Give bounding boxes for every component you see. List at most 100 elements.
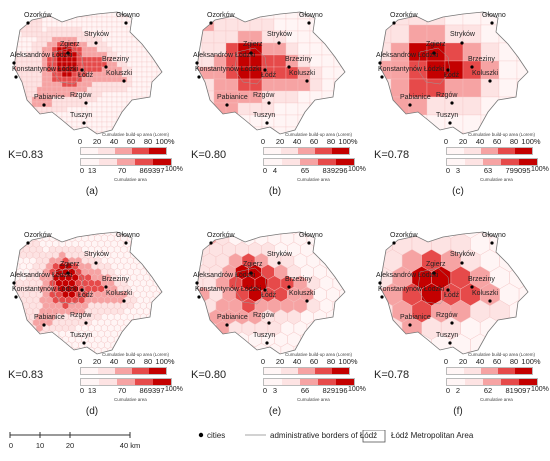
grid-cell — [71, 51, 78, 58]
hex-cell — [136, 341, 144, 350]
city-dot — [446, 288, 450, 292]
hex-cell — [4, 325, 10, 333]
hex-cell — [42, 346, 50, 354]
hex-cell — [156, 318, 162, 327]
built-up-tick: 60 — [309, 357, 319, 366]
city-dot — [249, 271, 253, 275]
hex-cell — [163, 308, 170, 316]
grid-cell — [7, 137, 12, 142]
grid-cell — [141, 56, 148, 63]
grid-cell — [46, 21, 53, 28]
grid-cell — [408, 114, 428, 134]
grid-cell — [21, 101, 28, 108]
grid-cell — [66, 12, 73, 18]
hex-cell — [280, 343, 295, 354]
grid-cell — [81, 51, 88, 58]
grid-cell — [156, 31, 162, 38]
hex-cell — [29, 324, 37, 333]
city-label: Zgierz — [243, 261, 263, 268]
grid-cell — [86, 51, 93, 58]
scale-tick-10: 10 — [35, 441, 45, 450]
hex-cell — [10, 358, 17, 366]
grid-cell — [516, 42, 528, 62]
hex-cell — [39, 352, 47, 354]
hex-cell — [14, 256, 17, 265]
built-up-tick: 0 — [77, 357, 83, 366]
grid-cell — [116, 76, 123, 83]
grid-cell — [121, 26, 128, 33]
hex-cell — [4, 280, 10, 288]
hex-cell — [114, 223, 121, 231]
grid-cell — [41, 41, 48, 48]
hex-cell — [185, 310, 197, 325]
grid-cell — [36, 116, 43, 123]
grid-cell — [161, 26, 162, 33]
grid-cell — [136, 61, 143, 68]
hex-cell — [152, 301, 160, 310]
city-label: Pabianice — [34, 94, 65, 101]
hex-cell — [140, 234, 147, 243]
grid-cell — [86, 61, 93, 68]
grid-cell — [141, 121, 148, 128]
hex-cell — [249, 355, 262, 370]
metro-area-outline — [196, 11, 346, 135]
grid-cell — [197, 90, 203, 104]
hex-cell — [166, 223, 173, 231]
grid-cell — [156, 96, 162, 103]
grid-cell — [156, 81, 162, 88]
grid-cell — [498, 24, 518, 44]
grid-cell — [161, 116, 162, 123]
hex-cell — [7, 229, 14, 237]
grid-cell — [16, 96, 23, 103]
grid-cell — [201, 30, 215, 44]
grid-cell — [91, 51, 98, 58]
hex-cell — [32, 329, 40, 338]
grid-cell — [197, 12, 203, 20]
city-label: Konstantynów Łódzki — [195, 66, 262, 73]
city-dot — [94, 41, 98, 45]
grid-cell — [26, 91, 33, 98]
hex-cell — [7, 308, 14, 316]
city-label: Stryków — [450, 31, 476, 38]
hex-cell — [166, 235, 173, 243]
grid-cell — [101, 96, 108, 103]
grid-cell — [91, 101, 98, 108]
city-label: Konstantynów Łódzki — [378, 286, 445, 293]
city-label: Rzgów — [70, 312, 92, 319]
grid-cell — [14, 91, 18, 98]
area-tick: 0 — [79, 166, 85, 175]
hex-cell — [7, 319, 14, 327]
grid-cell — [66, 12, 73, 13]
grid-cell — [141, 12, 148, 13]
grid-cell — [408, 132, 428, 134]
scale-tick-40: 40 km — [119, 441, 141, 450]
grid-cell — [101, 81, 108, 88]
city-dot — [450, 321, 454, 325]
grid-cell — [156, 46, 162, 53]
grid-cell — [61, 26, 68, 33]
grid-cell — [26, 31, 33, 38]
grid-cell — [31, 21, 38, 28]
hex-cell — [45, 352, 53, 354]
city-dot — [80, 288, 84, 292]
hex-cell — [346, 253, 359, 268]
hex-cell — [10, 223, 17, 231]
grid-cell — [91, 116, 98, 123]
hex-cell — [140, 324, 147, 333]
grid-cell — [146, 76, 153, 83]
grid-cell — [131, 56, 138, 63]
hex-cell — [19, 329, 27, 338]
hex-cell — [23, 346, 30, 354]
grid-cell — [46, 36, 53, 43]
grid-cell — [136, 121, 143, 128]
city-dot — [287, 65, 291, 69]
city-label: Konstantynów Łódzki — [378, 66, 445, 73]
city-dot — [378, 61, 382, 65]
grid-cell — [61, 101, 68, 108]
city-label: Łódź — [444, 72, 460, 79]
city-dot — [488, 299, 492, 303]
grid-cell — [47, 137, 52, 142]
city-label: Zgierz — [60, 261, 80, 268]
city-dot — [277, 261, 281, 265]
grid-cell — [56, 101, 63, 108]
